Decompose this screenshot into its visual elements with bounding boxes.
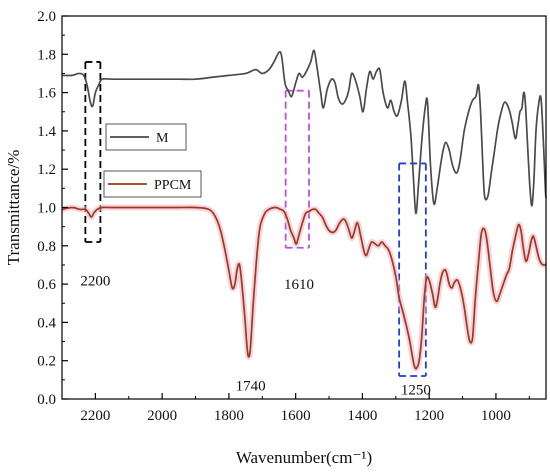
highlight-box-2200 — [84, 61, 102, 243]
peak-label-1250: 1250 — [401, 382, 431, 398]
legend-label: PPCM — [154, 178, 192, 193]
y-tick-label: 1.8 — [37, 47, 56, 63]
peak-label-1740: 1740 — [236, 379, 266, 395]
peak-label-1610: 1610 — [284, 277, 314, 293]
y-axis-title: Transmittance/% — [4, 150, 23, 266]
y-tick-label: 0.6 — [37, 277, 56, 293]
highlight-box-1610 — [284, 89, 310, 249]
x-axis-title: Wavenumber(cm⁻¹) — [236, 448, 372, 467]
series-line-m — [61, 49, 547, 215]
series-lines — [61, 49, 547, 372]
highlight-boxes — [84, 61, 427, 377]
legend-label: M — [156, 131, 169, 146]
y-tick-label: 1.2 — [37, 162, 56, 178]
x-tick-label: 2000 — [147, 408, 177, 424]
y-tick-label: 0.8 — [37, 239, 56, 255]
x-tick-label: 1200 — [414, 408, 444, 424]
x-tick-label: 1000 — [481, 408, 511, 424]
x-tick-label: 1400 — [347, 408, 377, 424]
series-line-ppcm — [61, 206, 547, 370]
y-tick-label: 2.0 — [37, 9, 56, 25]
legend-item-m: M — [105, 123, 187, 151]
x-tick-label: 2200 — [80, 408, 110, 424]
y-tick-label: 0.4 — [37, 315, 56, 331]
x-tick-label: 1800 — [214, 408, 244, 424]
peak-label-2200: 2200 — [80, 273, 110, 289]
y-tick-label: 1.0 — [37, 201, 56, 217]
legend: M PPCM — [103, 123, 202, 198]
y-tick-label: 1.4 — [37, 124, 56, 140]
annotations: 2200 1610 1740 1250 — [80, 273, 430, 398]
y-tick-label: 0.0 — [37, 392, 56, 408]
y-tick-label: 0.2 — [37, 354, 56, 370]
y-tick-label: 1.6 — [37, 86, 56, 102]
legend-item-ppcm: PPCM — [103, 170, 202, 198]
axis-ticks: 2200 2000 1800 1600 1400 1200 1000 0.0 0.2 0.4 0.6… — [37, 9, 530, 424]
x-tick-label: 1600 — [281, 408, 311, 424]
